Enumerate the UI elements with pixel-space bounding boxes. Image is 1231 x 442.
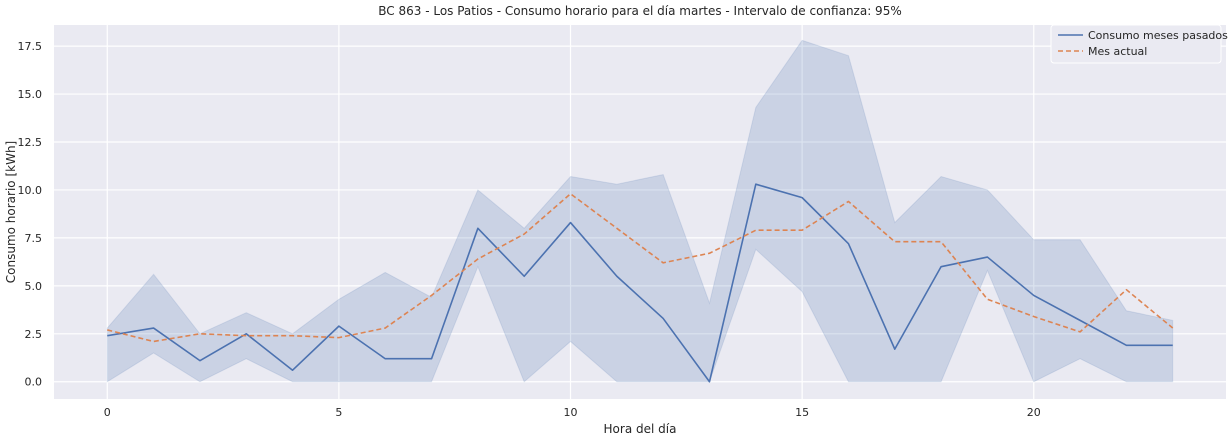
- data-point: [1033, 316, 1035, 318]
- y-tick-label: 17.5: [18, 40, 43, 53]
- legend: Consumo meses pasados Mes actual: [1050, 24, 1228, 64]
- x-tick-labels: 0 5 10 15 20: [104, 406, 1041, 419]
- x-tick-label: 10: [564, 406, 578, 419]
- legend-label-mes-actual: Mes actual: [1088, 45, 1147, 58]
- data-point: [755, 183, 757, 185]
- confidence-band: [106, 39, 1174, 383]
- x-tick-label: 0: [104, 406, 111, 419]
- data-point: [384, 327, 386, 329]
- data-point: [1172, 327, 1174, 329]
- data-point: [894, 241, 896, 243]
- data-point: [292, 335, 294, 337]
- data-point: [616, 228, 618, 230]
- data-point: [662, 318, 664, 320]
- data-point: [245, 333, 247, 335]
- y-tick-label: 2.5: [25, 328, 43, 341]
- data-point: [940, 266, 942, 268]
- y-tick-label: 0.0: [25, 376, 43, 389]
- y-tick-label: 5.0: [25, 280, 43, 293]
- x-axis-label: Hora del día: [604, 422, 677, 436]
- data-point: [709, 252, 711, 254]
- data-point: [199, 333, 201, 335]
- data-point: [987, 298, 989, 300]
- series-layer: [106, 183, 1174, 383]
- data-point: [106, 329, 108, 331]
- data-point: [987, 256, 989, 258]
- confidence-band-layer: [106, 39, 1174, 383]
- data-point: [1126, 289, 1128, 291]
- data-point: [153, 327, 155, 329]
- data-point: [1126, 344, 1128, 346]
- gridlines: [54, 25, 1226, 399]
- legend-box: [1050, 24, 1222, 64]
- data-point: [801, 197, 803, 199]
- data-point: [894, 348, 896, 350]
- data-point: [1172, 344, 1174, 346]
- data-point: [245, 335, 247, 337]
- series-line-consumo-meses-pasados: [107, 183, 1173, 383]
- y-tick-labels: 0.0 2.5 5.0 7.5 10.0 12.5 15.0 17.5: [18, 40, 43, 389]
- series-line-mes-actual: [107, 192, 1174, 343]
- data-point: [431, 295, 433, 297]
- data-point: [616, 275, 618, 277]
- data-point: [570, 193, 572, 195]
- data-point: [199, 360, 201, 362]
- data-point: [1079, 320, 1081, 322]
- y-axis-label: Consumo horario [kWh]: [4, 141, 18, 283]
- data-point: [755, 229, 757, 231]
- data-point: [477, 228, 479, 230]
- legend-label-consumo-meses-pasados: Consumo meses pasados: [1088, 29, 1228, 42]
- data-point: [338, 337, 340, 339]
- x-tick-label: 5: [335, 406, 342, 419]
- data-point: [523, 275, 525, 277]
- y-tick-label: 7.5: [25, 232, 43, 245]
- data-point: [153, 341, 155, 343]
- x-tick-label: 20: [1027, 406, 1041, 419]
- data-point: [523, 233, 525, 235]
- data-point: [662, 262, 664, 264]
- data-point: [338, 325, 340, 327]
- x-tick-label: 15: [795, 406, 809, 419]
- data-point: [477, 258, 479, 260]
- data-point: [570, 222, 572, 224]
- data-point: [801, 229, 803, 231]
- data-point: [848, 201, 850, 203]
- data-point: [848, 243, 850, 245]
- y-tick-label: 12.5: [18, 136, 43, 149]
- y-tick-label: 15.0: [18, 88, 43, 101]
- chart-title: BC 863 - Los Patios - Consumo horario pa…: [378, 4, 901, 18]
- data-point: [1079, 331, 1081, 333]
- data-point: [1033, 295, 1035, 297]
- data-point: [106, 335, 108, 337]
- data-point: [940, 241, 942, 243]
- y-tick-label: 10.0: [18, 184, 43, 197]
- data-point: [384, 358, 386, 360]
- data-point: [709, 381, 711, 383]
- data-point: [292, 369, 294, 371]
- data-point: [431, 358, 433, 360]
